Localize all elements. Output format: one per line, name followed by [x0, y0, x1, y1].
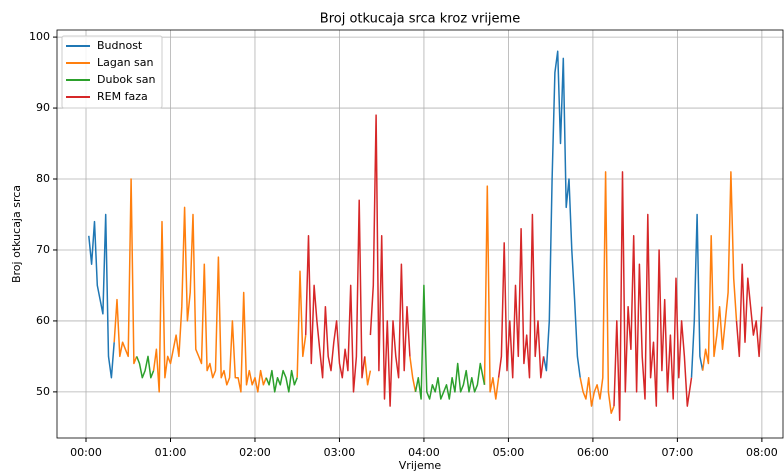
x-tick-label: 06:00	[577, 446, 609, 459]
legend-box	[61, 35, 163, 109]
x-tick-label: 03:00	[324, 446, 356, 459]
x-tick-label: 07:00	[662, 446, 694, 459]
legend-label: REM faza	[97, 90, 148, 103]
series-line	[304, 114, 763, 422]
x-tick-label: 02:00	[239, 446, 271, 459]
series-line	[113, 171, 738, 414]
y-tick-label: 90	[36, 101, 50, 114]
series-line	[88, 50, 704, 379]
legend-label: Budnost	[97, 39, 143, 52]
legend-label: Lagan san	[97, 56, 154, 69]
x-tick-label: 05:00	[493, 446, 525, 459]
x-tick-label: 01:00	[155, 446, 187, 459]
y-axis-label: Broj otkucaja srca	[10, 185, 23, 283]
y-tick-label: 60	[36, 314, 50, 327]
plot-lines	[88, 50, 763, 422]
axes: 00:00 01:00 02:00 03:00 04:00 05:00 06:00 07:00…	[29, 30, 778, 459]
series-line	[136, 284, 486, 400]
y-tick-label: 100	[29, 30, 50, 43]
plot-frame	[56, 29, 784, 439]
y-tick-label: 80	[36, 172, 50, 185]
x-axis-label: Vrijeme	[399, 459, 442, 472]
x-tick-label: 04:00	[408, 446, 440, 459]
y-tick-label: 70	[36, 243, 50, 256]
x-tick-label: 00:00	[70, 446, 102, 459]
y-tick-label: 50	[36, 385, 50, 398]
legend-label: Dubok san	[97, 73, 155, 86]
chart-title: Broj otkucaja srca kroz vrijeme	[320, 12, 520, 27]
legend: Budnost Lagan san Dubok san REM faza	[61, 35, 163, 109]
x-tick-label: 08:00	[746, 446, 778, 459]
